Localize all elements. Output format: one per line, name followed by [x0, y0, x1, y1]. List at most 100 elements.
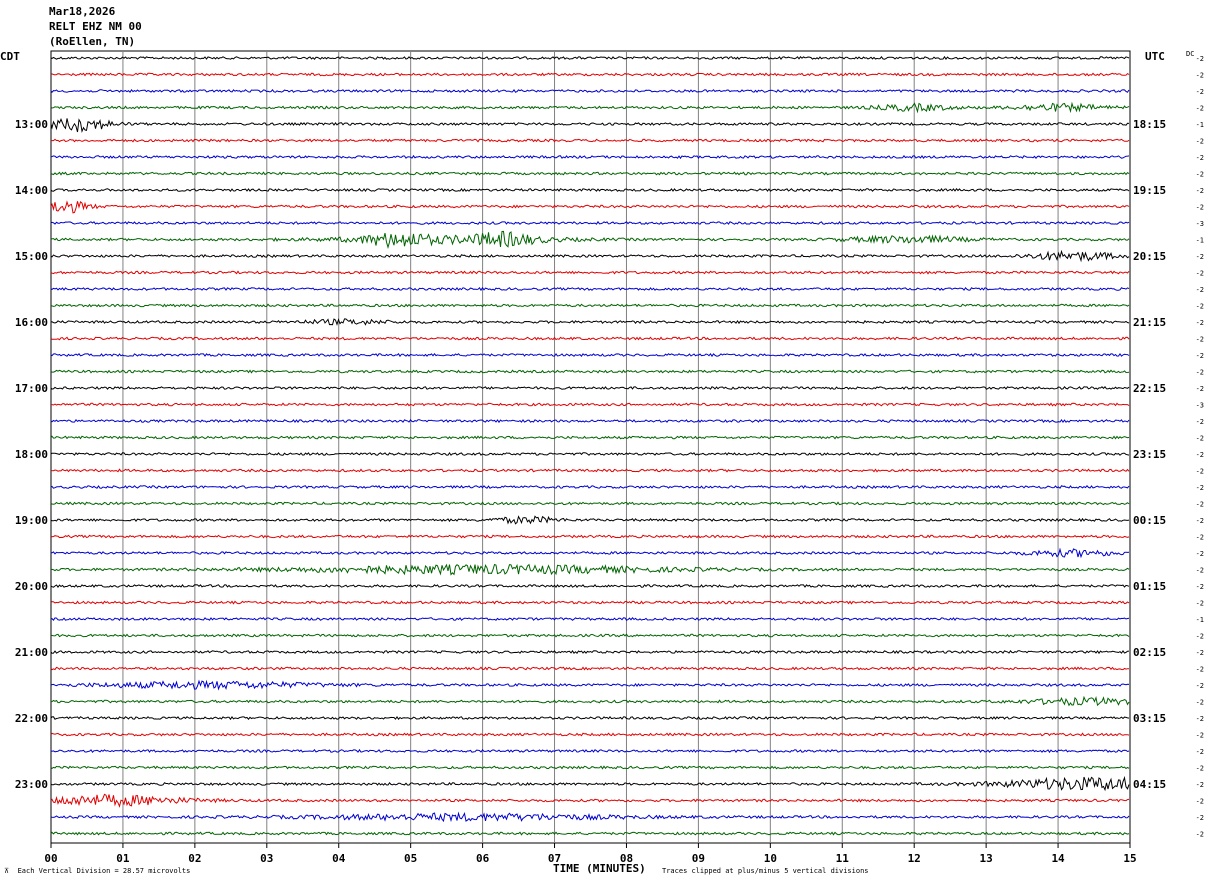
trace-line-34: [50, 600, 1130, 605]
left-hour-label: 22:00: [15, 712, 48, 725]
dc-offset-label: -2: [1196, 567, 1204, 575]
left-hour-label: 15:00: [15, 250, 48, 263]
header-station: RELT EHZ NM 00: [49, 20, 142, 33]
dc-offset-label: -2: [1196, 600, 1204, 608]
trace-line-7: [50, 154, 1130, 160]
clip-note: Traces clipped at plus/minus 5 vertical …: [662, 867, 869, 875]
dc-offset-label: -2: [1196, 171, 1204, 179]
x-tick-label: 15: [1123, 852, 1136, 865]
trace-line-1: [50, 55, 1130, 60]
scale-icon: ⊼: [4, 867, 10, 875]
right-hour-label: 04:15: [1133, 778, 1166, 791]
trace-line-10: [50, 200, 1130, 214]
x-tick-labels: 00 01 02 03 04 05 06 07 08 09 10 11 12 13 14 15: [44, 843, 1137, 865]
dc-offset-label: -2: [1196, 352, 1204, 360]
trace-line-24: [50, 435, 1130, 440]
trace-line-14: [50, 270, 1130, 275]
x-tick-label: 09: [692, 852, 705, 865]
x-tick-label: 12: [908, 852, 921, 865]
x-tick-label: 01: [116, 852, 130, 865]
dc-offset-label: -2: [1196, 649, 1204, 657]
right-hour-label: 00:15: [1133, 514, 1166, 527]
dc-offset-label: -2: [1196, 88, 1204, 96]
trace-line-13: [50, 249, 1130, 263]
left-hour-label: 19:00: [15, 514, 48, 527]
scale-label: Each Vertical Division = 28.57 microvolt…: [17, 867, 191, 875]
trace-line-39: [50, 679, 1130, 691]
dc-offset-label: -2: [1196, 715, 1204, 723]
left-hour-label: 21:00: [15, 646, 48, 659]
left-hour-label: 20:00: [15, 580, 48, 593]
right-hour-label: 18:15: [1133, 118, 1166, 131]
dc-offset-label: -2: [1196, 534, 1204, 542]
trace-line-32: [50, 563, 1130, 576]
x-tick-label: 05: [404, 852, 417, 865]
dc-offset-label: -2: [1196, 468, 1204, 476]
dc-offset-label: -2: [1196, 286, 1204, 294]
dc-offset-label: -2: [1196, 550, 1204, 558]
trace-line-16: [50, 303, 1130, 308]
trace-line-5: [50, 118, 1130, 133]
dc-offset-label: -2: [1196, 385, 1204, 393]
trace-line-23: [50, 418, 1130, 424]
trace-line-48: [50, 831, 1130, 836]
trace-line-43: [50, 748, 1130, 754]
trace-line-29: [50, 515, 1130, 525]
dc-offset-label: -2: [1196, 303, 1204, 311]
dc-offset-label: -2: [1196, 831, 1204, 839]
dc-offset-label: -2: [1196, 798, 1204, 806]
x-tick-label: 02: [188, 852, 201, 865]
trace-line-27: [50, 484, 1130, 489]
dc-offset-label: -2: [1196, 451, 1204, 459]
right-hour-label: 23:15: [1133, 448, 1166, 461]
trace-line-47: [50, 811, 1130, 823]
dc-offset-label: -2: [1196, 253, 1204, 261]
dc-offset-label: -2: [1196, 732, 1204, 740]
dc-offset-label: -2: [1196, 154, 1204, 162]
trace-line-9: [50, 187, 1130, 192]
trace-line-26: [50, 468, 1130, 473]
trace-line-18: [50, 336, 1130, 341]
left-hour-label: 14:00: [15, 184, 48, 197]
right-hour-label: 01:15: [1133, 580, 1166, 593]
trace-line-45: [50, 775, 1130, 792]
dc-offset-label: -2: [1196, 435, 1204, 443]
trace-line-6: [50, 138, 1130, 143]
trace-line-37: [50, 649, 1130, 655]
minute-gridlines: [50, 50, 1131, 844]
x-tick-label: 14: [1051, 852, 1065, 865]
right-timezone: UTC: [1145, 50, 1165, 63]
dc-offset-label: -2: [1196, 748, 1204, 756]
dc-offset-label: -2: [1196, 72, 1204, 80]
dc-offset-label: -2: [1196, 517, 1204, 525]
trace-line-17: [50, 318, 1130, 326]
trace-line-21: [50, 386, 1130, 390]
left-hour-label: 17:00: [15, 382, 48, 395]
trace-line-28: [50, 501, 1130, 506]
dc-offset-label: -2: [1196, 138, 1204, 146]
dc-offset-label: -2: [1196, 699, 1204, 707]
trace-line-8: [50, 171, 1130, 176]
trace-line-15: [50, 286, 1130, 292]
dc-offset-label: -2: [1196, 682, 1204, 690]
trace-line-31: [50, 547, 1130, 559]
left-hour-labels: 13:00 14:00 15:00 16:00 17:00 18:00 19:00 20:00…: [15, 118, 48, 791]
trace-line-35: [50, 617, 1130, 622]
dc-offset-label: -2: [1196, 666, 1204, 674]
x-axis-label: TIME (MINUTES): [553, 862, 646, 875]
dc-offset-labels: -2 -2 -2 -2 -1 -2 -2 -2 -2 -2 -3 -1 -2 -2 -2 -2 -2 -2 -2 -2…: [1196, 55, 1204, 839]
trace-line-46: [50, 793, 1130, 808]
header-location: (RoEllen, TN): [49, 35, 136, 48]
dc-offset-label: -2: [1196, 270, 1204, 278]
left-hour-label: 16:00: [15, 316, 48, 329]
dc-offset-label: -1: [1196, 616, 1204, 624]
trace-line-44: [50, 765, 1130, 770]
trace-line-33: [50, 584, 1130, 589]
dc-offset-label: -2: [1196, 583, 1204, 591]
right-hour-label: 21:15: [1133, 316, 1166, 329]
dc-offset-label: -3: [1196, 402, 1204, 410]
x-tick-label: 03: [260, 852, 273, 865]
dc-offset-label: -2: [1196, 369, 1204, 377]
trace-line-4: [50, 101, 1130, 114]
